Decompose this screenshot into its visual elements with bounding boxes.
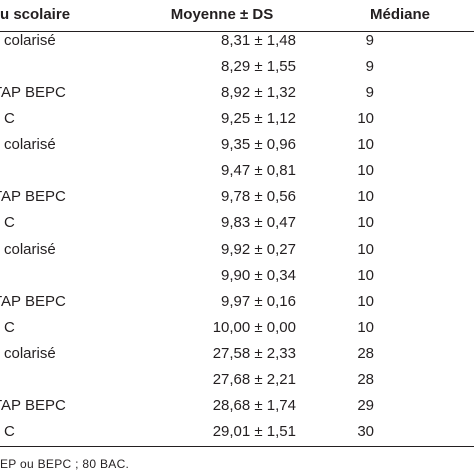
header-cell: Médiane <box>369 6 430 23</box>
row-label: colarisé <box>4 240 56 258</box>
mean-sd: 9,92 ± 0,27 <box>221 240 296 258</box>
row-label: C <box>4 110 15 128</box>
mean-sd: 27,58 ± 2,33 <box>212 344 296 362</box>
row-label: TAP BEPC <box>0 188 66 206</box>
mean-sd: 28,68 ± 1,74 <box>212 396 296 414</box>
median: 10 <box>357 110 374 128</box>
median: 10 <box>357 240 374 258</box>
mean-sd: 9,83 ± 0,47 <box>221 214 296 232</box>
median: 10 <box>357 266 374 284</box>
median: 9 <box>365 32 374 49</box>
row-label: C <box>4 423 15 441</box>
median: 10 <box>357 136 374 154</box>
row-label: C <box>4 318 15 336</box>
median: 29 <box>357 396 374 414</box>
median: 10 <box>357 162 374 180</box>
mean-sd: 9,35 ± 0,96 <box>221 136 296 154</box>
mean-sd: 10,00 ± 0,00 <box>212 318 296 336</box>
median: 9 <box>365 84 374 102</box>
header-rule <box>0 31 474 32</box>
bottom-rule <box>0 446 474 447</box>
footnote: EP ou BEPC ; 80 BAC. <box>0 457 130 471</box>
mean-sd: 8,29 ± 1,55 <box>221 58 296 76</box>
row-label: TAP BEPC <box>0 84 66 102</box>
mean-sd: 9,47 ± 0,81 <box>221 162 296 180</box>
mean-sd: 9,78 ± 0,56 <box>221 188 296 206</box>
row-label: TAP BEPC <box>0 396 66 414</box>
header-cell: Moyenne ± DS <box>170 6 274 23</box>
median: 28 <box>357 370 374 388</box>
row-label: colarisé <box>4 344 56 362</box>
median: 10 <box>357 214 374 232</box>
median: 30 <box>357 423 374 441</box>
median: 9 <box>365 58 374 76</box>
mean-sd: 9,25 ± 1,12 <box>221 110 296 128</box>
median: 10 <box>357 318 374 336</box>
mean-sd: 27,68 ± 2,21 <box>212 370 296 388</box>
row-label: colarisé <box>4 32 56 49</box>
header-cell: u scolaire <box>0 6 71 23</box>
mean-sd: 8,31 ± 1,48 <box>221 32 296 49</box>
mean-sd: 9,97 ± 0,16 <box>221 292 296 310</box>
median: 10 <box>357 292 374 310</box>
row-label: TAP BEPC <box>0 292 66 310</box>
mean-sd: 29,01 ± 1,51 <box>212 423 296 441</box>
mean-sd: 9,90 ± 0,34 <box>221 266 296 284</box>
median: 28 <box>357 344 374 362</box>
row-label: colarisé <box>4 136 56 154</box>
median: 10 <box>357 188 374 206</box>
mean-sd: 8,92 ± 1,32 <box>221 84 296 102</box>
row-label: C <box>4 214 15 232</box>
